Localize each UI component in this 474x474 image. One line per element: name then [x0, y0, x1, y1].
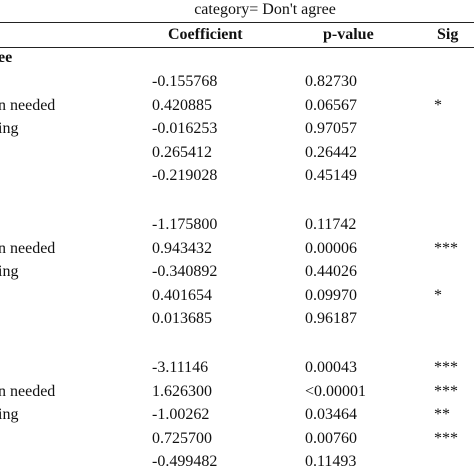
coefficient: 1.626300	[152, 382, 212, 400]
significance: ***	[434, 239, 458, 257]
significance: *	[434, 96, 442, 114]
p-value: 0.82730	[305, 73, 357, 90]
p-value: 0.96187	[305, 310, 357, 327]
p-value: 0.00760	[305, 429, 357, 447]
significance: ***	[434, 429, 458, 447]
significance: **	[434, 406, 450, 423]
p-value: 0.26442	[305, 143, 357, 161]
category-title: category= Don't agree	[194, 1, 336, 18]
p-value: 0.06567	[305, 96, 357, 114]
rule	[0, 22, 474, 23]
coefficient: -3.11146	[152, 359, 209, 376]
coefficient: -0.016253	[152, 120, 218, 137]
p-value: 0.09970	[305, 286, 357, 304]
p-value: 0.11493	[305, 453, 357, 470]
coefficient: 0.943432	[152, 239, 212, 257]
p-value: <0.00001	[305, 382, 367, 400]
p-value: 0.00006	[305, 239, 357, 257]
row-label: ing	[0, 263, 19, 280]
coefficient: 0.265412	[152, 143, 212, 161]
rule	[0, 47, 474, 48]
p-value: 0.44026	[305, 263, 357, 280]
p-value: 0.03464	[305, 406, 357, 423]
coefficient: -0.219028	[152, 167, 218, 184]
column-header: Coefficient	[168, 26, 243, 43]
column-header: p-value	[323, 26, 374, 43]
coefficient: -0.499482	[152, 453, 218, 470]
coefficient: 0.420885	[152, 96, 212, 114]
p-value: 0.45149	[305, 167, 357, 184]
coefficient: -0.340892	[152, 263, 218, 280]
p-value: 0.00043	[305, 359, 357, 376]
group-label: ee	[0, 49, 13, 66]
significance: ***	[434, 382, 458, 400]
coefficient: -0.155768	[152, 73, 218, 90]
coefficient: 0.401654	[152, 286, 212, 304]
significance: ***	[434, 359, 458, 376]
coefficient: 0.013685	[152, 310, 212, 327]
p-value: 0.97057	[305, 120, 357, 137]
row-label: n needed	[0, 239, 56, 257]
row-label: n needed	[0, 96, 56, 114]
row-label: ing	[0, 120, 19, 137]
significance: *	[434, 286, 442, 304]
coefficient: -1.175800	[152, 216, 218, 233]
row-label: ing	[0, 406, 19, 423]
coefficient: -1.00262	[152, 406, 210, 423]
row-label: n needed	[0, 382, 56, 400]
coefficient: 0.725700	[152, 429, 212, 447]
column-header: Sig	[437, 26, 459, 43]
p-value: 0.11742	[305, 216, 357, 233]
